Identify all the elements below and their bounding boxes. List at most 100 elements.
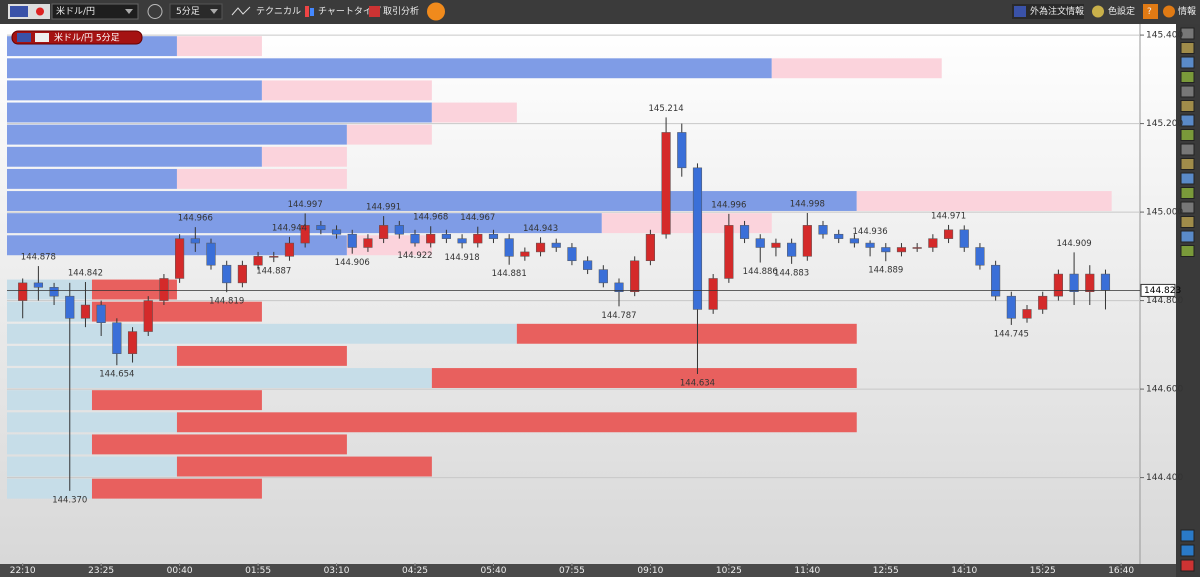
candle-body — [598, 269, 608, 284]
tool-icon — [1180, 216, 1195, 228]
candle-body — [520, 251, 530, 257]
tool-icon — [1180, 172, 1195, 185]
tool-icon — [1180, 158, 1195, 170]
candle-body — [771, 242, 781, 248]
tool-icon — [1180, 71, 1195, 83]
candle-body — [708, 278, 718, 310]
candle-body — [175, 238, 185, 279]
candle-body — [473, 233, 483, 244]
order-band — [7, 102, 432, 123]
candle-body — [1069, 273, 1079, 292]
candle-body — [849, 238, 859, 244]
price-annotation: 144.968 — [413, 213, 448, 223]
candle-body — [127, 331, 138, 354]
candle-body — [645, 233, 655, 262]
order-info-button[interactable] — [1012, 4, 1084, 19]
chart-type-icon — [305, 6, 309, 17]
price-annotation: 144.787 — [601, 311, 636, 321]
candle-body — [928, 238, 938, 248]
flag-icon — [36, 7, 44, 16]
technical-button[interactable]: テクニカル — [256, 6, 301, 17]
candle-body — [159, 278, 169, 301]
technical-icon — [231, 6, 251, 16]
price-annotation: 144.887 — [256, 267, 291, 277]
tool-icon — [1180, 27, 1195, 40]
price-annotation: 144.944 — [272, 223, 307, 233]
candle-body — [991, 264, 1001, 297]
price-annotation: 144.909 — [1057, 239, 1092, 249]
order-band — [176, 456, 432, 477]
price-annotation: 144.654 — [99, 370, 134, 380]
tool-icon — [1180, 114, 1195, 127]
order-band — [431, 102, 517, 123]
tool-icon — [1180, 230, 1195, 243]
candle-body — [112, 322, 122, 354]
tool-icon — [1180, 42, 1195, 54]
x-tick-label: 11:40 — [794, 566, 820, 576]
share-button[interactable] — [427, 2, 445, 21]
time-axis — [0, 564, 1176, 577]
sidebar-icons — [1180, 27, 1195, 572]
candle-body — [834, 233, 844, 239]
order-band — [7, 323, 517, 344]
tool-icon — [1180, 85, 1195, 98]
candle-body — [692, 167, 703, 310]
help-button[interactable] — [1143, 4, 1158, 19]
candle-body — [457, 238, 467, 244]
tool-icon — [1180, 143, 1195, 156]
candle-body — [18, 282, 28, 301]
order-band — [431, 368, 857, 388]
candle-body — [410, 233, 420, 244]
order-band — [7, 456, 177, 477]
color-settings-button[interactable]: 色設定 — [1108, 5, 1135, 17]
x-tick-label: 01:55 — [245, 566, 271, 576]
info-button[interactable]: 情報 — [1178, 5, 1196, 17]
current-price-box — [1140, 283, 1176, 297]
analysis-icon — [369, 6, 380, 17]
flag-icon — [35, 33, 49, 42]
y-tick-label: 145.000 — [1146, 208, 1183, 218]
price-annotation: 144.878 — [21, 253, 56, 263]
y-tick-label: 144.400 — [1146, 473, 1183, 483]
order-band — [7, 345, 177, 366]
price-annotation: 144.370 — [52, 495, 87, 505]
order-band — [176, 412, 857, 433]
x-tick-label: 07:55 — [559, 566, 585, 576]
candle-body — [1100, 273, 1111, 291]
price-annotation: 144.886 — [743, 267, 778, 277]
candle-body — [331, 229, 342, 235]
candle-body — [488, 233, 499, 239]
pair-select[interactable] — [51, 3, 139, 20]
order-band — [7, 58, 772, 79]
price-annotation: 144.997 — [288, 200, 323, 210]
color-icon — [1092, 5, 1104, 18]
candle-body — [959, 229, 969, 248]
timeframe-select[interactable] — [169, 3, 223, 20]
candle-body — [363, 238, 373, 248]
order-band — [7, 301, 92, 322]
chart-type-icon — [310, 8, 314, 16]
order-band — [7, 80, 262, 101]
candle-body — [661, 132, 671, 235]
order-band — [7, 213, 602, 234]
price-annotation: 144.936 — [853, 227, 888, 237]
tool-icon — [1180, 245, 1195, 257]
dropdown-arrow — [210, 9, 218, 14]
chart-type-button[interactable]: チャートタイプ — [318, 6, 381, 17]
candle-body — [253, 256, 263, 266]
timeframe: 5分足 — [176, 6, 200, 17]
candle-body — [896, 247, 907, 253]
candle-body — [1006, 295, 1016, 319]
analysis-button[interactable]: 取引分析 — [383, 5, 419, 17]
price-annotation: 144.842 — [68, 269, 103, 279]
flag-icon — [17, 33, 31, 42]
candle-body — [394, 225, 404, 235]
candle-body — [1038, 295, 1048, 310]
price-annotation: 144.943 — [523, 224, 558, 234]
order-band — [91, 279, 177, 300]
x-tick-label: 09:10 — [637, 566, 663, 576]
candle-body — [818, 225, 828, 235]
x-tick-label: 12:55 — [873, 566, 899, 576]
order-info-icon — [1014, 6, 1026, 17]
